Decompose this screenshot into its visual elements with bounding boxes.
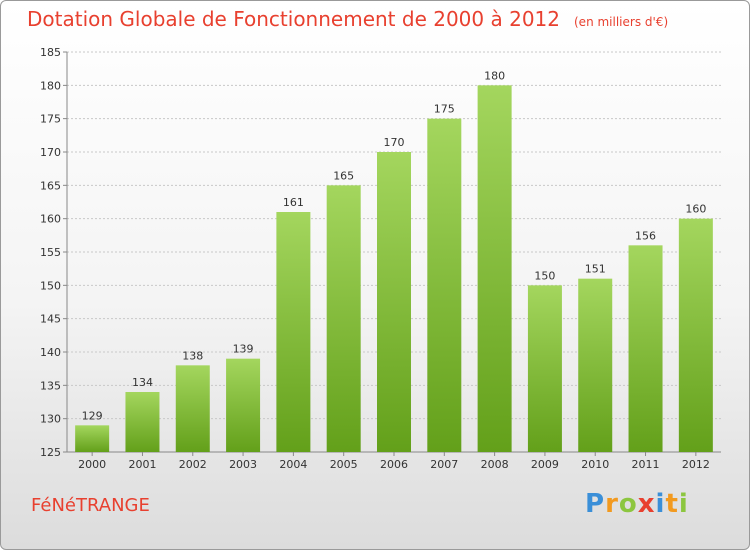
logo-letter: i: [678, 489, 689, 519]
proxiti-logo[interactable]: Proxiti: [585, 489, 689, 519]
commune-name: FéNéTRANGE: [31, 495, 150, 516]
y-tick-label: 170: [40, 146, 61, 159]
data-label: 156: [635, 229, 656, 242]
bar: [175, 365, 210, 452]
y-tick-label: 180: [40, 79, 61, 92]
x-tick-label: 2003: [229, 458, 257, 471]
data-label: 151: [585, 263, 606, 276]
data-label: 165: [333, 169, 354, 182]
data-label: 129: [82, 409, 103, 422]
data-label: 180: [484, 69, 505, 82]
bar: [678, 218, 713, 452]
y-tick-label: 135: [40, 379, 61, 392]
logo-letter: r: [605, 489, 619, 519]
data-label: 175: [434, 103, 455, 116]
x-tick-label: 2002: [179, 458, 207, 471]
data-label: 138: [182, 349, 203, 362]
logo-letter: i: [655, 489, 666, 519]
y-tick-label: 125: [40, 446, 61, 459]
bar: [527, 285, 562, 452]
data-label: 150: [534, 269, 555, 282]
data-label: 170: [384, 136, 405, 149]
y-tick-label: 145: [40, 313, 61, 326]
logo-letter: t: [665, 489, 679, 519]
x-tick-label: 2009: [531, 458, 559, 471]
logo-letter: P: [585, 489, 606, 519]
x-tick-label: 2010: [581, 458, 609, 471]
bar: [75, 425, 110, 452]
y-tick-label: 150: [40, 279, 61, 292]
chart-title-block: Dotation Globale de Fonctionnement de 20…: [27, 7, 668, 31]
data-label: 160: [685, 203, 706, 216]
x-tick-label: 2005: [330, 458, 358, 471]
bar: [377, 152, 411, 452]
x-tick-label: 2001: [128, 458, 156, 471]
logo-letter: o: [618, 489, 638, 519]
x-tick-label: 2012: [682, 458, 710, 471]
data-label: 139: [233, 343, 254, 356]
chart-title: Dotation Globale de Fonctionnement de 20…: [27, 7, 560, 31]
x-tick-label: 2007: [430, 458, 458, 471]
bar: [226, 358, 261, 452]
x-tick-label: 2006: [380, 458, 408, 471]
y-tick-label: 140: [40, 346, 61, 359]
data-label: 134: [132, 376, 153, 389]
chart-unit-label: (en milliers d'€): [574, 15, 669, 29]
bar: [477, 85, 512, 452]
bar: [427, 118, 462, 453]
y-tick-label: 185: [40, 46, 61, 59]
x-tick-label: 2011: [632, 458, 660, 471]
bar: [276, 212, 311, 452]
bar: [628, 245, 663, 452]
y-tick-label: 165: [40, 179, 61, 192]
x-tick-label: 2008: [481, 458, 509, 471]
x-tick-label: 2004: [279, 458, 307, 471]
logo-letter: x: [637, 489, 656, 519]
data-label: 161: [283, 196, 304, 209]
y-tick-label: 160: [40, 213, 61, 226]
bar: [578, 278, 613, 452]
bar: [326, 185, 361, 453]
y-tick-label: 175: [40, 113, 61, 126]
y-tick-label: 155: [40, 246, 61, 259]
x-tick-label: 2000: [78, 458, 106, 471]
y-tick-label: 130: [40, 413, 61, 426]
bar: [125, 392, 160, 452]
